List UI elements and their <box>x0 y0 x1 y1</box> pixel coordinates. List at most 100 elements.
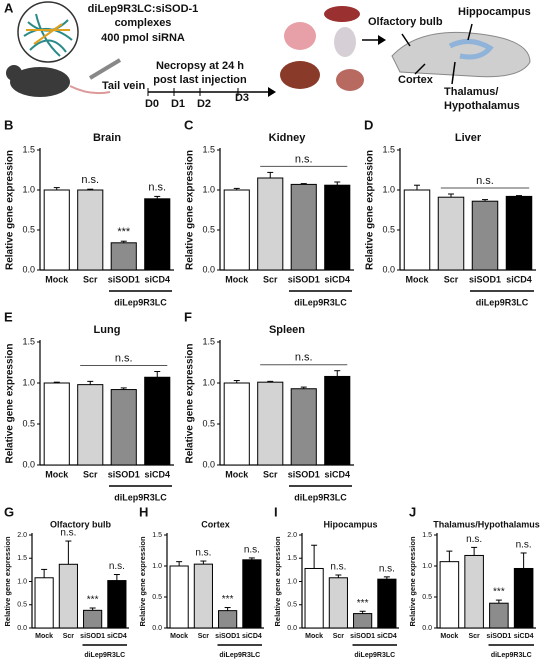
bar <box>290 388 317 466</box>
chart-title: Thalamus/Hypothalamus <box>433 519 540 529</box>
arrow-head <box>378 35 386 45</box>
bar <box>110 389 137 466</box>
y-tick-label: 0.5 <box>287 602 297 609</box>
bar <box>505 195 533 271</box>
y-tick-label: 1.0 <box>152 563 162 570</box>
y-tick-label: 1.5 <box>17 555 27 562</box>
group-label: diLep9R3LC <box>294 492 347 502</box>
y-tick-label: 1.5 <box>287 555 297 562</box>
significance-label: n.s. <box>115 352 133 364</box>
group-label: diLep9R3LC <box>114 297 167 307</box>
label: Necropsy at 24 h <box>156 60 244 72</box>
bar <box>324 375 351 466</box>
label: Tail vein <box>102 80 145 92</box>
bar <box>257 177 284 271</box>
y-tick-label: 0.5 <box>22 418 35 428</box>
significance-label: n.s. <box>81 174 99 186</box>
panel-letter: J <box>409 504 416 519</box>
bar <box>242 559 262 629</box>
day-label: D2 <box>197 98 211 110</box>
x-tick-label: Mock <box>225 469 249 479</box>
panel-letter: G <box>4 504 14 519</box>
y-tick-label: 0.5 <box>152 594 162 601</box>
bar <box>328 577 348 629</box>
pointer <box>451 61 456 85</box>
y-tick-label: 1.0 <box>202 377 215 387</box>
x-tick-label: siCD4 <box>144 274 170 284</box>
panel-letter: B <box>4 117 13 132</box>
x-tick-label: Scr <box>444 274 459 284</box>
x-tick-label: siSOD1 <box>350 633 375 640</box>
x-tick-label: Scr <box>83 469 98 479</box>
y-tick-label: 0.5 <box>202 418 215 428</box>
y-axis-label: Relative gene expression <box>138 536 147 626</box>
x-tick-label: siSOD1 <box>215 633 240 640</box>
x-tick-label: Scr <box>83 274 98 284</box>
brain-icon <box>334 27 356 57</box>
complex-icon <box>17 1 79 63</box>
bar <box>513 567 534 629</box>
group-label: diLep9R3LC <box>491 652 532 659</box>
y-axis-label: Relative gene expression <box>365 150 376 270</box>
mouse <box>10 67 70 97</box>
x-tick-label: siSOD1 <box>486 633 511 640</box>
significance-label: n.s. <box>295 352 313 364</box>
chart-title: Hipocampus <box>323 519 377 529</box>
x-tick-label: siCD4 <box>324 469 350 479</box>
x-tick-label: siSOD1 <box>288 274 320 284</box>
pointer <box>401 33 411 47</box>
spleen-icon <box>324 6 360 22</box>
label: 400 pmol siRNA <box>101 32 185 44</box>
bar <box>223 189 250 271</box>
y-tick-label: 0.0 <box>422 625 432 632</box>
bar <box>110 242 137 271</box>
significance-label: n.s. <box>148 181 166 193</box>
x-tick-label: Scr <box>468 633 480 640</box>
syringe <box>88 58 122 80</box>
chart-title: Lung <box>94 324 121 336</box>
panel-letter: F <box>184 309 192 324</box>
bar <box>437 196 465 271</box>
panel-letter: C <box>184 117 194 132</box>
y-axis-label: Relative gene expression <box>185 150 196 270</box>
y-axis-label: Relative gene expression <box>185 343 196 463</box>
y-tick-label: 1.5 <box>152 532 162 539</box>
x-tick-label: siCD4 <box>324 274 350 284</box>
chart-title: Cortex <box>201 519 230 529</box>
significance-label: n.s. <box>516 540 532 551</box>
x-tick-label: Mock <box>170 633 188 640</box>
y-tick-label: 0.0 <box>17 625 27 632</box>
x-tick-label: Scr <box>333 633 345 640</box>
significance-label: *** <box>117 226 131 238</box>
x-tick-label: siCD4 <box>107 633 127 640</box>
day-label: D3 <box>235 92 249 104</box>
significance-label: n.s. <box>109 561 125 572</box>
bar <box>489 602 509 629</box>
x-tick-label: siSOD1 <box>469 274 501 284</box>
significance-label: n.s. <box>330 562 346 573</box>
y-tick-label: 1.5 <box>382 144 395 154</box>
y-tick-label: 0.0 <box>202 459 215 469</box>
y-tick-label: 0.0 <box>287 625 297 632</box>
bar <box>169 565 189 629</box>
lung-icon <box>284 22 316 50</box>
group-label: diLep9R3LC <box>476 297 529 307</box>
y-tick-label: 2.0 <box>17 532 27 539</box>
x-tick-label: Mock <box>225 274 249 284</box>
bar <box>464 554 484 629</box>
bar <box>144 376 171 466</box>
pointer <box>467 23 473 41</box>
y-tick-label: 0.0 <box>152 625 162 632</box>
x-tick-label: siSOD1 <box>108 274 140 284</box>
y-tick-label: 0.0 <box>202 264 215 274</box>
panel-letter: I <box>274 504 278 519</box>
bar <box>144 198 171 271</box>
y-tick-label: 2.0 <box>287 532 297 539</box>
y-tick-label: 1.0 <box>17 578 27 585</box>
bar <box>439 561 460 629</box>
significance-label: n.s. <box>195 548 211 559</box>
y-tick-label: 0.5 <box>22 224 35 234</box>
significance-label: n.s. <box>244 545 260 556</box>
complex-sirna <box>26 23 70 45</box>
bar <box>471 200 499 271</box>
